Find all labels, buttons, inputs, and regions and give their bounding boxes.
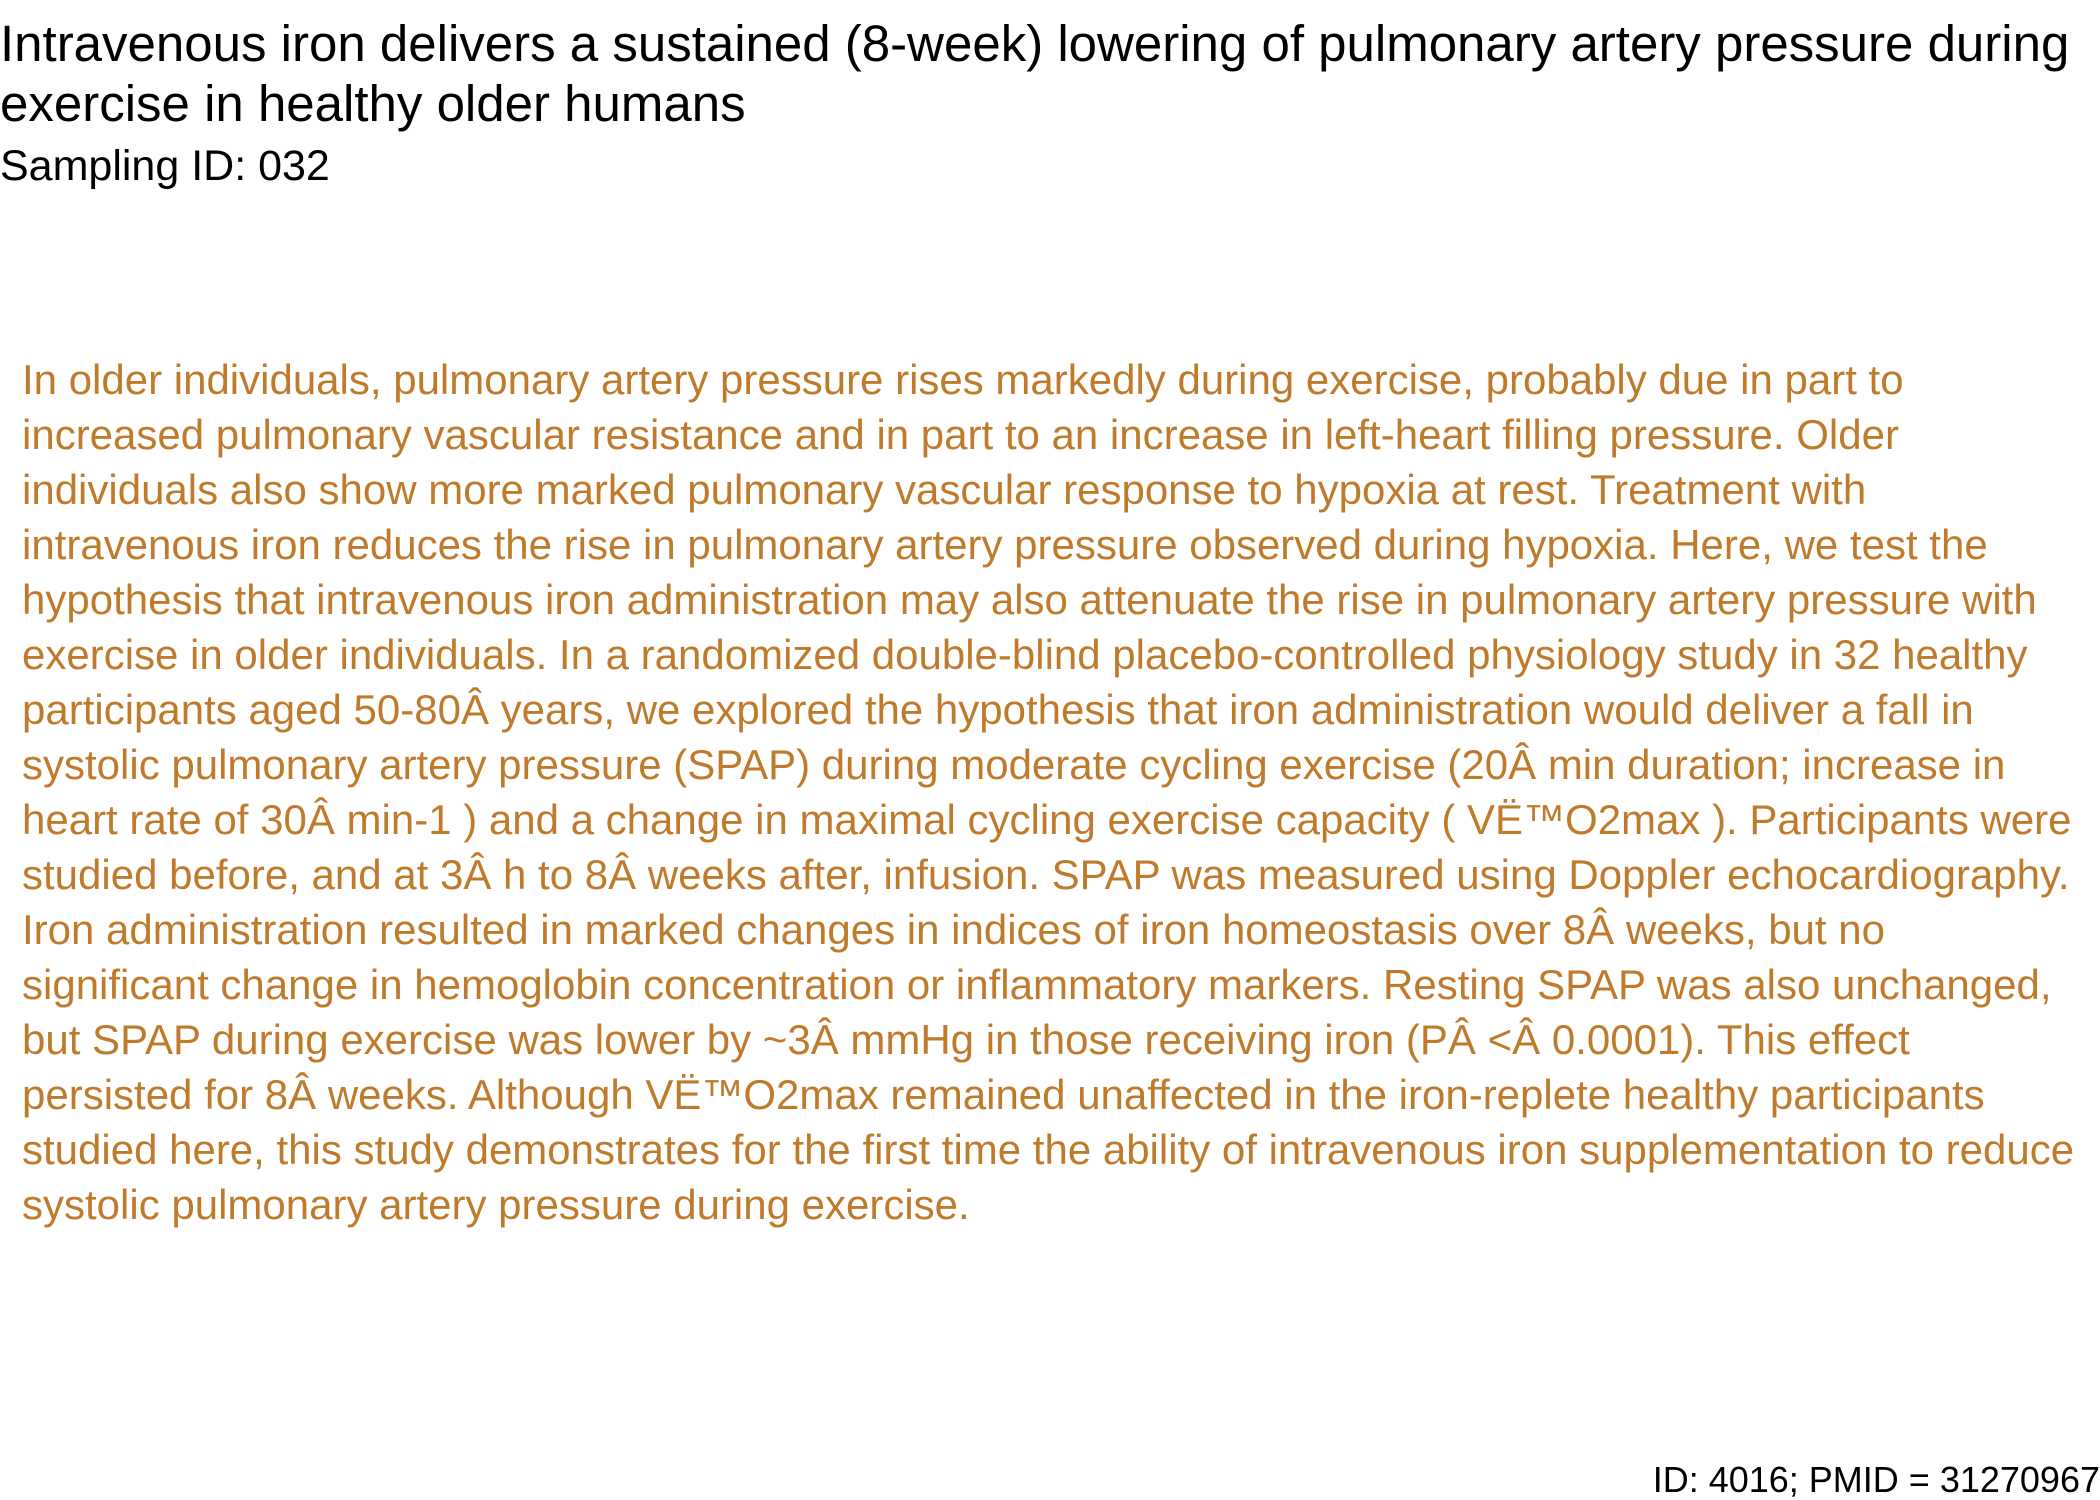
footer-id: ID: 4016; PMID = 31270967: [1652, 1459, 2100, 1500]
header: Intravenous iron delivers a sustained (8…: [0, 14, 2090, 194]
sampling-id: Sampling ID: 032: [0, 142, 330, 190]
document-title: Intravenous iron delivers a sustained (8…: [0, 15, 2070, 132]
abstract-text: In older individuals, pulmonary artery p…: [22, 356, 2075, 1228]
